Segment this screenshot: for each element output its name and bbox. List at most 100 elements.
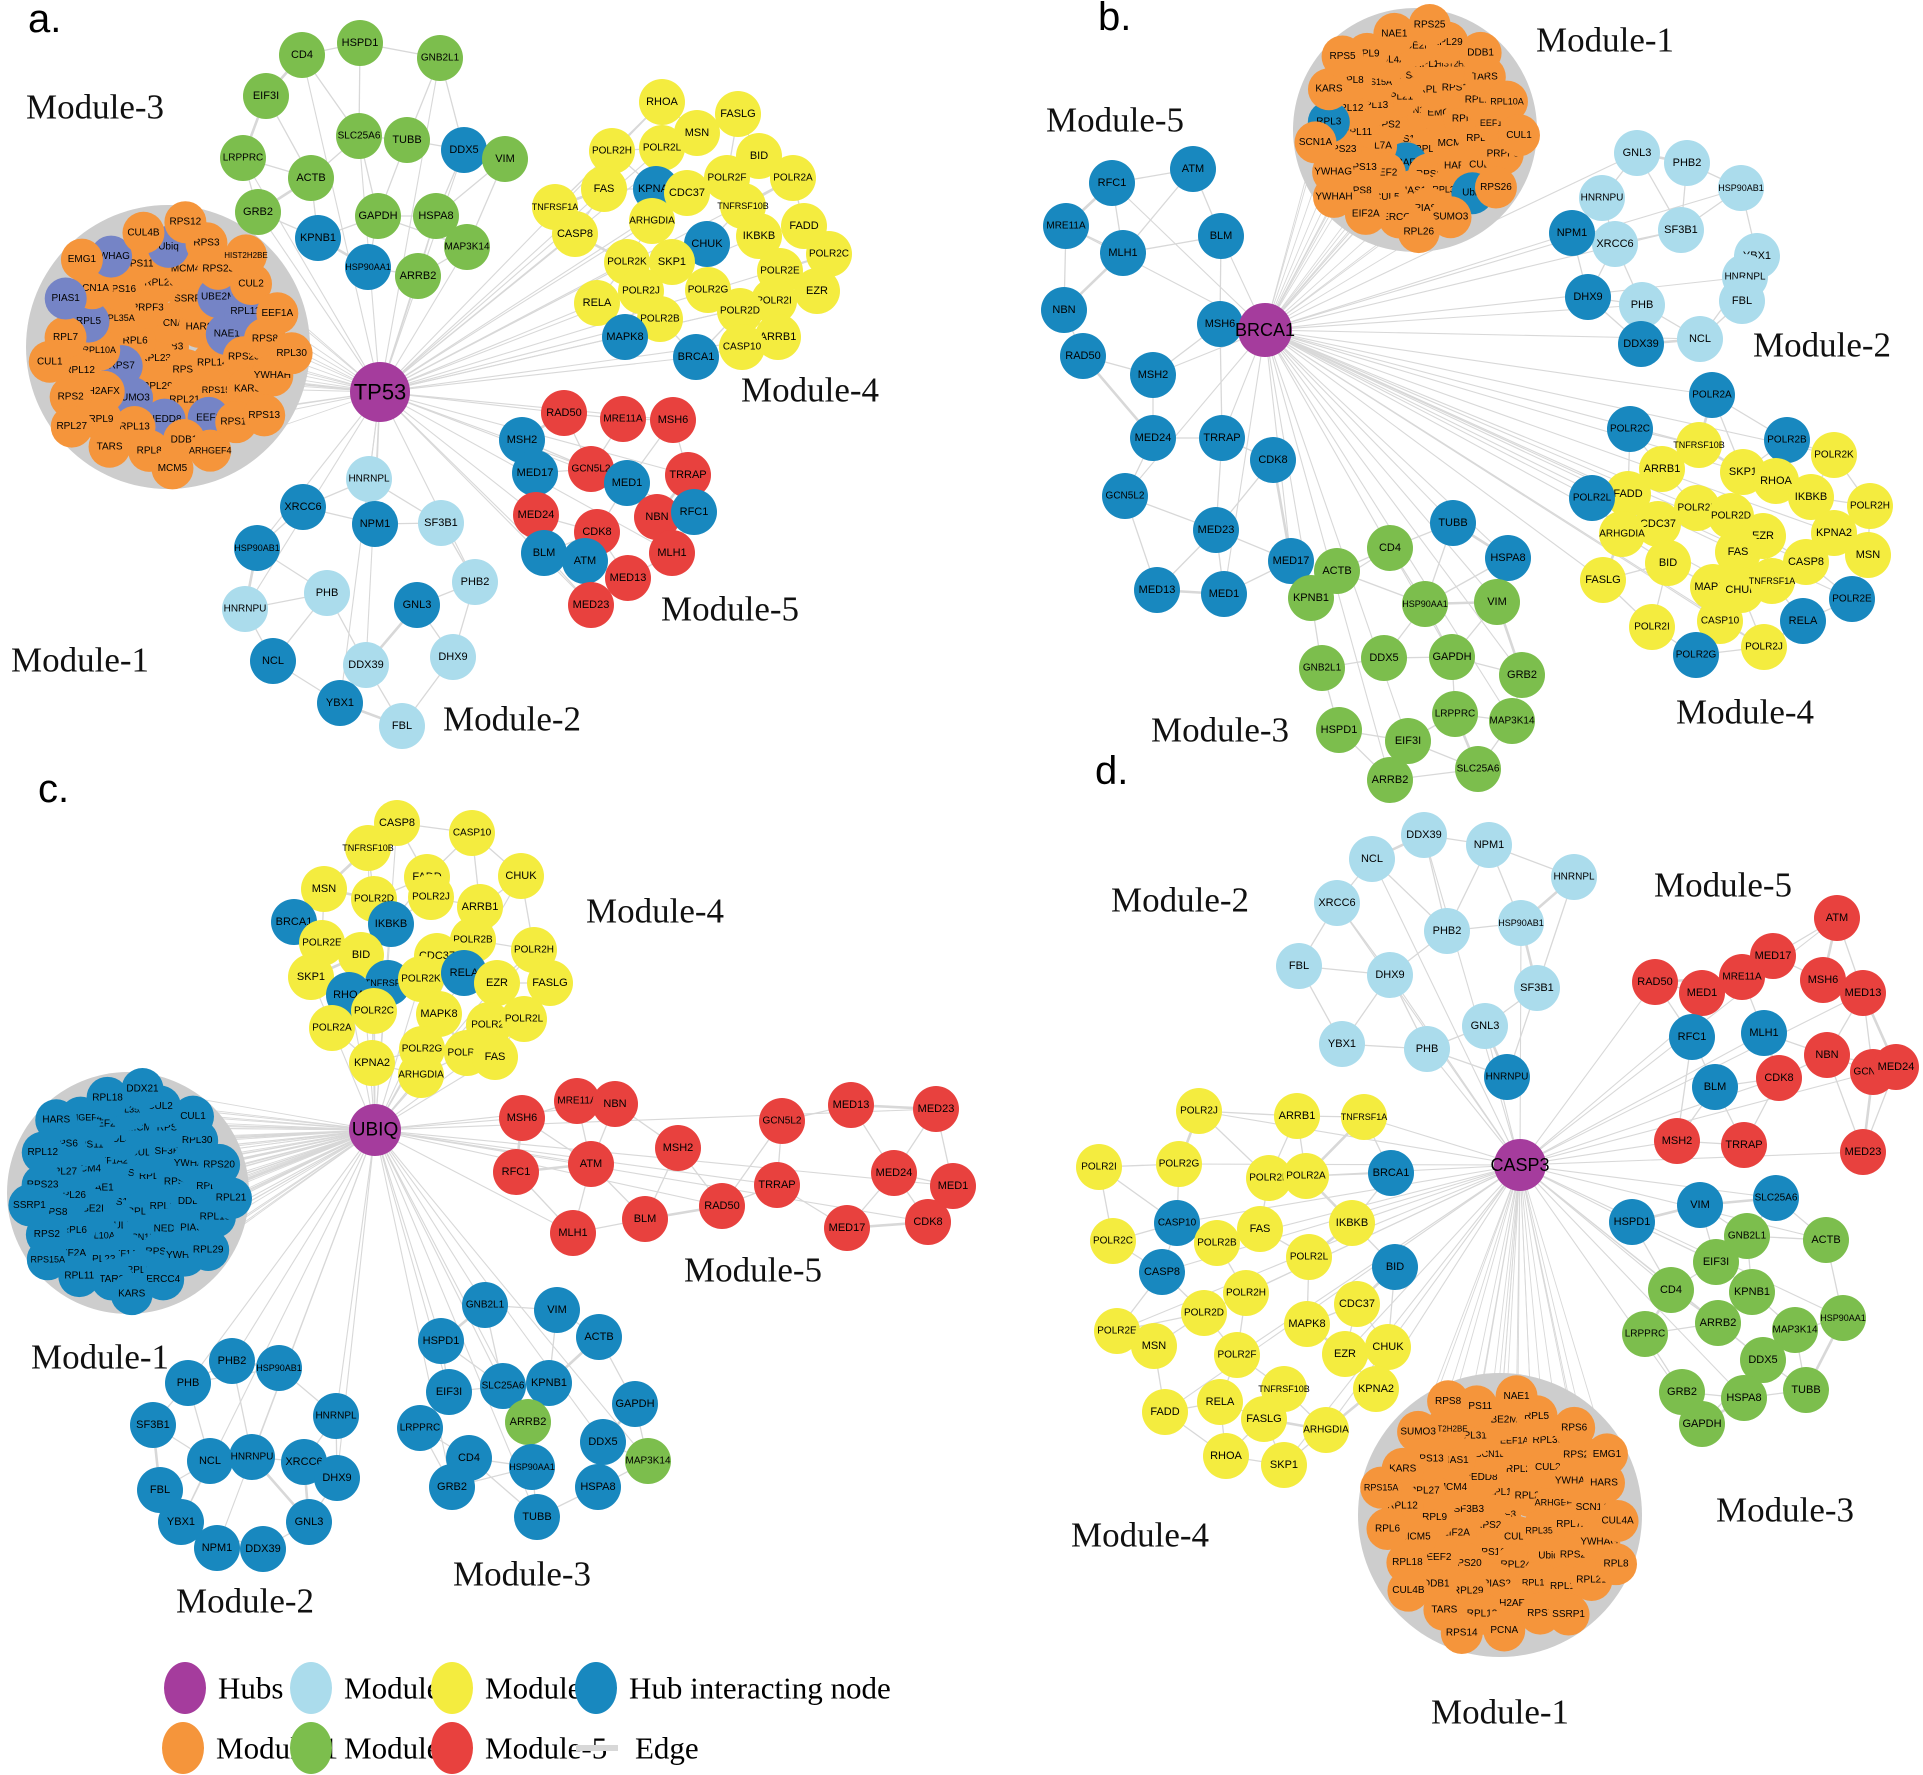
network-node[interactable] xyxy=(1139,1249,1185,1295)
network-node[interactable] xyxy=(1847,483,1893,529)
network-node[interactable] xyxy=(187,1228,230,1271)
network-node[interactable] xyxy=(413,193,459,239)
network-node[interactable] xyxy=(770,155,816,201)
network-node[interactable] xyxy=(1679,970,1725,1016)
network-node[interactable] xyxy=(28,340,71,383)
network-node[interactable] xyxy=(1803,1217,1849,1263)
network-node[interactable] xyxy=(1373,12,1416,55)
network-node[interactable] xyxy=(604,460,650,506)
network-node[interactable] xyxy=(568,446,614,492)
network-node[interactable] xyxy=(418,1318,464,1364)
network-node[interactable] xyxy=(1316,707,1362,753)
network-node[interactable] xyxy=(1677,1182,1723,1228)
network-node[interactable] xyxy=(512,450,558,496)
network-node[interactable] xyxy=(256,1345,302,1391)
network-node[interactable] xyxy=(1131,1323,1177,1369)
network-node[interactable] xyxy=(649,239,695,285)
network-node[interactable] xyxy=(44,277,87,320)
network-node[interactable] xyxy=(301,866,347,912)
network-node[interactable] xyxy=(1840,1129,1886,1175)
network-node[interactable] xyxy=(122,211,165,254)
network-node[interactable] xyxy=(317,680,363,726)
network-node[interactable] xyxy=(189,429,232,472)
hub-node[interactable] xyxy=(1494,1139,1546,1191)
network-node[interactable] xyxy=(430,634,476,680)
network-node[interactable] xyxy=(576,1314,622,1360)
network-node[interactable] xyxy=(1483,1609,1526,1652)
network-node[interactable] xyxy=(1329,1200,1375,1246)
network-node[interactable] xyxy=(1360,1466,1403,1509)
network-node[interactable] xyxy=(58,1255,101,1298)
network-node[interactable] xyxy=(346,456,392,502)
network-node[interactable] xyxy=(270,332,313,375)
network-node[interactable] xyxy=(1811,510,1857,556)
network-node[interactable] xyxy=(198,1143,241,1186)
network-node[interactable] xyxy=(426,1369,472,1415)
network-node[interactable] xyxy=(639,79,685,125)
network-node[interactable] xyxy=(1408,4,1451,47)
network-node[interactable] xyxy=(664,170,710,216)
hub-node[interactable] xyxy=(350,362,410,422)
network-node[interactable] xyxy=(871,1150,917,1196)
network-node[interactable] xyxy=(1677,316,1723,362)
network-node[interactable] xyxy=(589,128,635,174)
network-node[interactable] xyxy=(418,500,464,546)
network-node[interactable] xyxy=(1367,952,1413,998)
network-node[interactable] xyxy=(1474,166,1517,209)
network-node[interactable] xyxy=(1669,1014,1715,1060)
network-node[interactable] xyxy=(50,405,93,448)
network-node[interactable] xyxy=(1489,698,1535,744)
network-node[interactable] xyxy=(1780,598,1826,644)
network-node[interactable] xyxy=(288,954,334,1000)
network-node[interactable] xyxy=(1319,1021,1365,1067)
network-node[interactable] xyxy=(1344,192,1387,235)
network-node[interactable] xyxy=(343,642,389,688)
network-node[interactable] xyxy=(1294,121,1337,164)
network-node[interactable] xyxy=(395,253,441,299)
network-node[interactable] xyxy=(1718,165,1764,211)
network-node[interactable] xyxy=(1753,458,1799,504)
network-node[interactable] xyxy=(1499,652,1545,698)
network-node[interactable] xyxy=(474,960,520,1006)
network-node[interactable] xyxy=(1307,68,1350,111)
network-node[interactable] xyxy=(1276,943,1322,989)
network-node[interactable] xyxy=(499,1095,545,1141)
network-node[interactable] xyxy=(222,586,268,632)
network-node[interactable] xyxy=(1639,446,1685,492)
network-node[interactable] xyxy=(187,1438,233,1484)
network-node[interactable] xyxy=(568,582,614,628)
network-node[interactable] xyxy=(612,1381,658,1427)
network-node[interactable] xyxy=(1076,1144,1122,1190)
network-node[interactable] xyxy=(1203,1433,1249,1479)
network-node[interactable] xyxy=(1596,1499,1639,1542)
network-node[interactable] xyxy=(408,874,454,920)
network-node[interactable] xyxy=(1402,581,1448,627)
network-node[interactable] xyxy=(1130,352,1176,398)
network-node[interactable] xyxy=(600,396,646,442)
network-node[interactable] xyxy=(1485,535,1531,581)
network-node[interactable] xyxy=(1721,1122,1767,1168)
network-node[interactable] xyxy=(1156,1141,1202,1187)
network-node[interactable] xyxy=(394,582,440,628)
network-node[interactable] xyxy=(1804,1032,1850,1078)
network-node[interactable] xyxy=(1474,579,1520,625)
network-node[interactable] xyxy=(794,268,840,314)
network-node[interactable] xyxy=(416,991,462,1037)
network-node[interactable] xyxy=(629,198,675,244)
network-node[interactable] xyxy=(1246,1155,1292,1201)
network-node[interactable] xyxy=(1142,1389,1188,1435)
network-node[interactable] xyxy=(736,133,782,179)
network-node[interactable] xyxy=(1845,532,1891,578)
network-node[interactable] xyxy=(1569,475,1615,521)
network-node[interactable] xyxy=(1361,635,1407,681)
network-node[interactable] xyxy=(482,136,528,182)
network-node[interactable] xyxy=(1697,598,1743,644)
network-node[interactable] xyxy=(1261,1442,1307,1488)
network-node[interactable] xyxy=(806,231,852,277)
network-node[interactable] xyxy=(930,1163,976,1209)
network-node[interactable] xyxy=(295,215,341,261)
network-node[interactable] xyxy=(755,314,801,360)
network-node[interactable] xyxy=(1102,473,1148,519)
network-node[interactable] xyxy=(1321,35,1364,78)
network-node[interactable] xyxy=(1367,525,1413,571)
